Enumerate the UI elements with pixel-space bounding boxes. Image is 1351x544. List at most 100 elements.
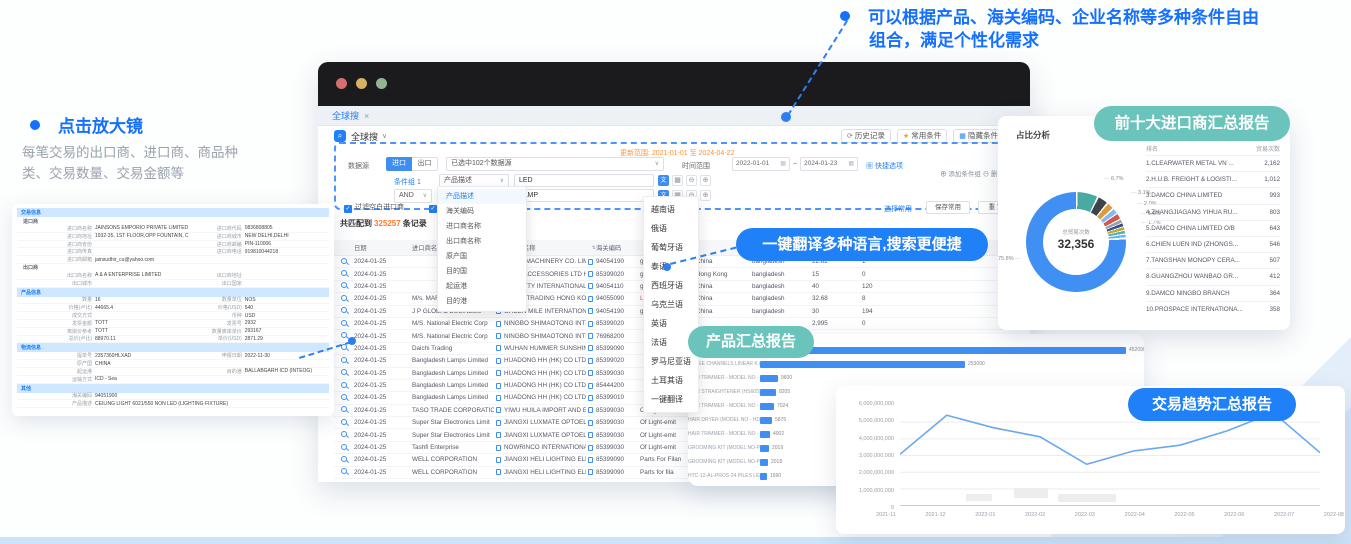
chevron-down-icon[interactable]: ∨ (382, 133, 388, 140)
table-row[interactable]: 2024-01-25 WELL CORPORATION JIANGXI HELI… (334, 454, 1026, 467)
magnifier-icon[interactable] (341, 369, 347, 376)
keyword-input-2[interactable]: LAMP (514, 189, 654, 202)
add-condition-icon[interactable]: ⊕ (700, 190, 711, 201)
ranking-list-item[interactable]: 1.CLEARWATER METAL VN ... 2,162 (1146, 155, 1280, 171)
language-menu-item[interactable]: 泰语 (651, 262, 667, 271)
copy-icon[interactable] (588, 370, 593, 377)
copy-icon[interactable] (496, 419, 501, 426)
grid-icon[interactable]: ▦ (672, 175, 683, 186)
magnifier-icon[interactable] (341, 356, 347, 363)
tab-close-icon[interactable]: × (364, 110, 370, 121)
magnifier-icon[interactable] (341, 270, 347, 277)
copy-icon[interactable] (588, 469, 593, 476)
table-row[interactable]: 2024-01-25 Super Star Electronics Limit … (334, 429, 1026, 442)
col-hs-code[interactable]: 海关编码 (596, 245, 622, 252)
copy-icon[interactable] (496, 407, 501, 414)
magnifier-icon[interactable] (341, 443, 347, 450)
copy-icon[interactable] (588, 271, 593, 278)
language-menu-item[interactable]: 法语 (651, 338, 667, 347)
copy-icon[interactable] (496, 432, 501, 439)
table-row[interactable]: 2024-01-25 WELL CORPORATION JIANGXI HELI… (334, 467, 1026, 480)
close-window-button[interactable] (336, 78, 347, 89)
minimize-window-button[interactable] (356, 78, 367, 89)
magnifier-icon[interactable] (341, 282, 347, 289)
magnifier-icon[interactable] (341, 455, 347, 462)
sort-icon[interactable]: ⇅ (591, 244, 596, 251)
copy-icon[interactable] (588, 333, 593, 340)
copy-icon[interactable] (496, 320, 501, 327)
copy-icon[interactable] (496, 394, 501, 401)
magnifier-icon[interactable] (341, 406, 347, 413)
language-menu-item[interactable]: 越南语 (651, 205, 675, 214)
export-toggle[interactable]: 出口 (412, 157, 438, 171)
magnifier-icon[interactable] (341, 294, 347, 301)
date-to-input[interactable]: 2024-01-23 ▦ (800, 157, 858, 171)
hide-conditions-button[interactable]: ▦ 隐藏条件 (953, 129, 1004, 143)
copy-icon[interactable] (588, 444, 593, 451)
copy-icon[interactable] (496, 382, 501, 389)
copy-icon[interactable] (588, 308, 593, 315)
magnifier-icon[interactable] (341, 344, 347, 351)
history-button[interactable]: ⟳ 历史记录 (840, 129, 891, 143)
ranking-list-item[interactable]: 5.DAMCO CHINA LIMITED O/B 643 (1146, 219, 1280, 236)
language-menu-item[interactable]: 西班牙语 (651, 281, 683, 290)
field-menu-item[interactable]: 原产国 (446, 253, 467, 260)
ranking-list-item[interactable]: 9.DAMCO NINGBO BRANCH 364 (1146, 284, 1280, 301)
magnifier-icon[interactable] (341, 307, 347, 314)
copy-icon[interactable] (496, 370, 501, 377)
ranking-list-item[interactable]: 8.GUANGZHOU WANBAO GR... 412 (1146, 268, 1280, 284)
minus-circle-icon[interactable]: ⊖ (982, 171, 990, 178)
remove-condition-icon[interactable]: ⊖ (686, 175, 697, 186)
magnifier-icon[interactable] (341, 393, 347, 400)
copy-icon[interactable] (588, 258, 593, 265)
copy-icon[interactable] (588, 432, 593, 439)
field-menu-item[interactable]: 目的国 (446, 268, 467, 275)
and-or-select[interactable]: AND ∨ (394, 189, 432, 203)
datasource-select[interactable]: 已选中102个数据源 ∨ (446, 157, 664, 171)
favorite-conditions-button[interactable]: ★ 常用条件 (896, 129, 948, 143)
language-menu-item[interactable]: 罗马尼亚语 (651, 357, 691, 366)
select-common-link[interactable]: 选择常用 (884, 206, 912, 213)
quick-option-link[interactable]: ▦ 快捷选项 (866, 163, 903, 170)
field-menu-item[interactable]: 进口商名称 (446, 223, 481, 230)
field-menu-item[interactable]: 出口商名称 (446, 238, 481, 245)
copy-icon[interactable] (496, 345, 501, 352)
copy-icon[interactable] (496, 333, 501, 340)
tab-global-search[interactable]: 全球搜 (332, 111, 360, 121)
field-menu-item[interactable]: 起运港 (446, 283, 467, 290)
magnifier-icon[interactable] (341, 257, 347, 264)
save-common-button[interactable]: 保存常用 (926, 201, 970, 214)
copy-icon[interactable] (588, 283, 593, 290)
magnifier-icon[interactable] (341, 418, 347, 425)
table-row[interactable]: 2024-01-25 Tashfi Enterprise NOWRINCO IN… (334, 442, 1026, 455)
maximize-window-button[interactable] (376, 78, 387, 89)
magnifier-icon[interactable] (341, 468, 347, 475)
language-menu-item[interactable]: 葡萄牙语 (651, 243, 683, 252)
copy-icon[interactable] (496, 357, 501, 364)
keyword-input-1[interactable]: LED (514, 174, 654, 187)
copy-icon[interactable] (496, 469, 501, 476)
date-from-input[interactable]: 2022-01-01 ▦ (732, 157, 790, 171)
language-menu-item[interactable]: 乌克兰语 (651, 300, 683, 309)
import-toggle[interactable]: 进口 (386, 157, 412, 171)
magnifier-icon[interactable] (341, 431, 347, 438)
copy-icon[interactable] (588, 419, 593, 426)
language-menu-item[interactable]: 俄语 (651, 224, 667, 233)
col-date[interactable]: 日期 (354, 245, 367, 252)
field-menu-item[interactable]: 产品描述 (438, 189, 526, 204)
copy-icon[interactable] (588, 320, 593, 327)
copy-icon[interactable] (588, 382, 593, 389)
add-condition-group[interactable]: ⊕ 添加条件组 ⊖ 删除 (940, 171, 1004, 178)
table-row[interactable]: 2024-01-25 Super Star Electronics Limit … (334, 417, 1026, 430)
copy-icon[interactable] (588, 407, 593, 414)
copy-icon[interactable] (496, 456, 501, 463)
filter-blank-importer-checkbox[interactable]: ✓ 过滤空白进口商 (344, 204, 404, 213)
magnifier-icon[interactable] (341, 332, 347, 339)
language-menu-item[interactable]: 土耳其语 (651, 376, 683, 385)
add-condition-icon[interactable]: ⊕ (700, 175, 711, 186)
copy-icon[interactable] (588, 345, 593, 352)
copy-icon[interactable] (588, 357, 593, 364)
language-menu-item[interactable]: 一键翻译 (651, 395, 683, 404)
copy-icon[interactable] (588, 394, 593, 401)
ranking-list-item[interactable]: 4.ZHANGJIAGANG YIHUA RU... 803 (1146, 203, 1280, 220)
